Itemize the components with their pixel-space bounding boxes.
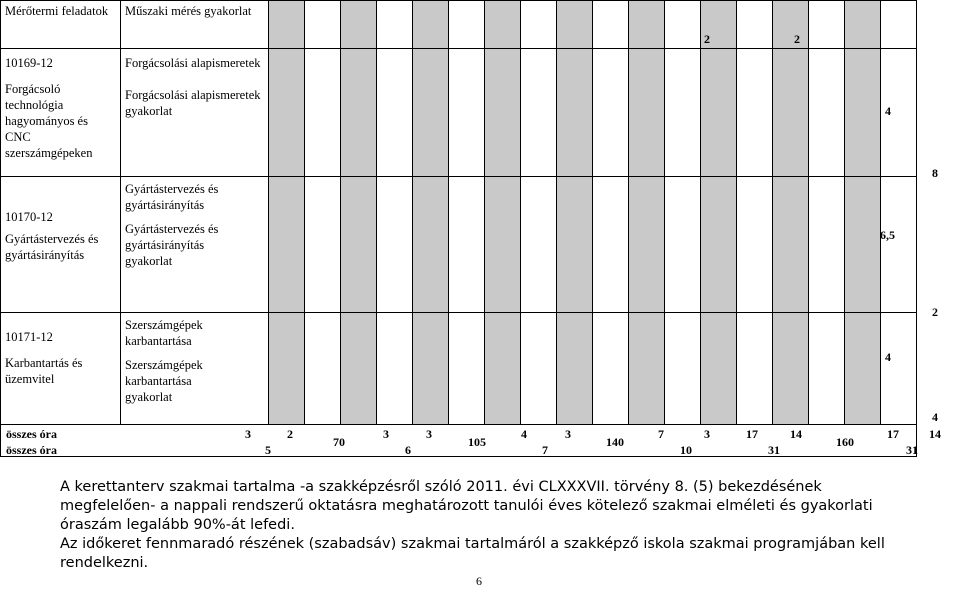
totals-area xyxy=(0,424,917,457)
total-merged: 160 xyxy=(836,435,854,449)
cell-value: 2 xyxy=(794,32,800,46)
total-value: 17 xyxy=(746,427,758,441)
module-code: 10171-12 xyxy=(5,330,53,344)
total-value: 3 xyxy=(565,427,571,441)
total-value: 4 xyxy=(521,427,527,441)
note-paragraph-2: Az időkeret fennmaradó részének (szabads… xyxy=(60,536,885,571)
total-value: 3 xyxy=(383,427,389,441)
total-value: 2 xyxy=(287,427,293,441)
curriculum-note: A kerettanterv szakmai tartalma -a szakk… xyxy=(60,478,920,573)
totals-label-2: összes óra xyxy=(6,443,57,457)
subject-item: Forgácsolási alapismeretek xyxy=(125,56,261,70)
cell-value: 4 xyxy=(885,350,891,364)
module-3: 10171-12 Karbantartás és üzemvitel xyxy=(0,312,121,425)
total-merged: 105 xyxy=(468,435,486,449)
total-merged: 140 xyxy=(606,435,624,449)
cell-value: 2 xyxy=(704,32,710,46)
module-3-subjects: Szerszámgépek karbantartása Szerszámgépe… xyxy=(120,312,269,425)
header-col2: Műszaki mérés gyakorlat xyxy=(120,0,269,49)
cell-value: 6,5 xyxy=(880,228,895,242)
total-value: 3 xyxy=(704,427,710,441)
module-name: Karbantartás és üzemvitel xyxy=(5,356,83,386)
totals-label-1: összes óra xyxy=(6,427,57,441)
page-number: 6 xyxy=(476,574,482,588)
total-value: 14 xyxy=(790,427,802,441)
total-value: 3 xyxy=(426,427,432,441)
module-name: Gyártástervezés és gyártásirányítás xyxy=(5,232,99,262)
total-sum: 6 xyxy=(405,443,411,457)
curriculum-table: Mérőtermi feladatok Műszaki mérés gyakor… xyxy=(0,0,917,457)
module-code: 10169-12 xyxy=(5,56,53,70)
subject-item: Szerszámgépek karbantartása xyxy=(125,318,203,348)
total-value: 3 xyxy=(245,427,251,441)
subject-item: Gyártástervezés és gyártásirányítás xyxy=(125,182,219,212)
module-2: 10170-12 Gyártástervezés és gyártásirány… xyxy=(0,176,121,313)
note-paragraph-1: A kerettanterv szakmai tartalma -a szakk… xyxy=(60,479,873,533)
total-sum: 7 xyxy=(542,443,548,457)
module-code: 10170-12 xyxy=(5,210,53,224)
subject-item: Gyártástervezés és gyártásirányítás gyak… xyxy=(125,222,219,268)
module-2-subjects: Gyártástervezés és gyártásirányítás Gyár… xyxy=(120,176,269,313)
module-1: 10169-12 Forgácsoló technológia hagyomán… xyxy=(0,48,121,177)
total-sum: 10 xyxy=(680,443,692,457)
cell-value: 4 xyxy=(885,104,891,118)
total-value: 7 xyxy=(658,427,664,441)
cell-value: 2 xyxy=(932,305,938,319)
total-value: 14 xyxy=(929,427,941,441)
total-sum: 31 xyxy=(906,443,918,457)
header-col1: Mérőtermi feladatok xyxy=(0,0,121,49)
total-merged: 70 xyxy=(333,435,345,449)
cell-value: 4 xyxy=(932,410,938,424)
module-name: Forgácsoló technológia hagyományos és CN… xyxy=(5,82,93,160)
subject-item: Szerszámgépek karbantartása gyakorlat xyxy=(125,358,203,404)
total-sum: 31 xyxy=(768,443,780,457)
subject-item: Forgácsolási alapismeretek gyakorlat xyxy=(125,88,261,118)
total-value: 17 xyxy=(887,427,899,441)
cell-value: 8 xyxy=(932,166,938,180)
module-1-subjects: Forgácsolási alapismeretek Forgácsolási … xyxy=(120,48,269,177)
total-sum: 5 xyxy=(265,443,271,457)
